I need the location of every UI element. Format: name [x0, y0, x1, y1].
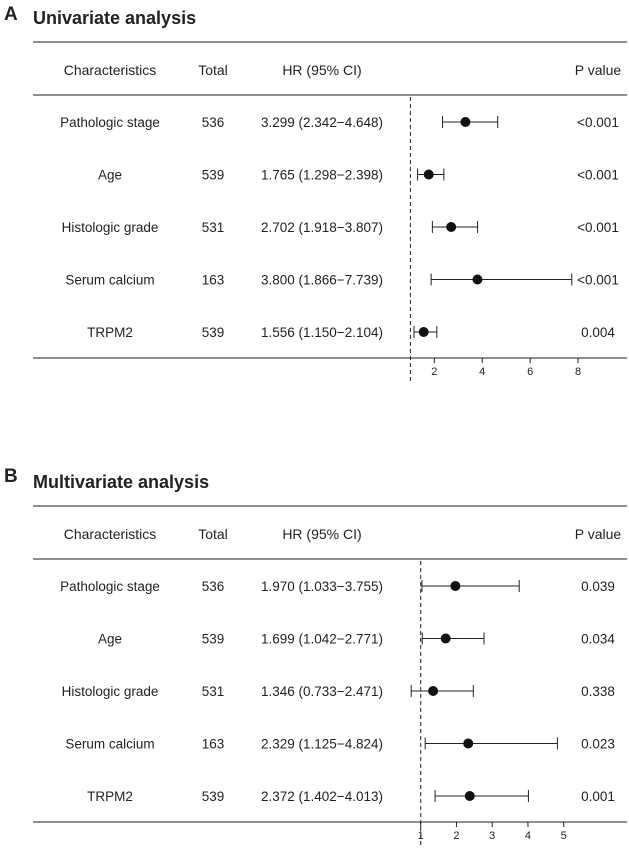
row-label: Age: [98, 632, 122, 647]
row-hr-ci: 1.699 (1.042−2.771): [261, 632, 383, 647]
row-total: 531: [202, 220, 225, 235]
forest-plot-multivariate: Characteristics Total HR (95% CI) P value Pa…: [33, 505, 627, 848]
row-total: 539: [202, 325, 225, 340]
row-p-value: <0.001: [577, 168, 619, 183]
row-label: Pathologic stage: [60, 579, 160, 594]
x-tick-label: 4: [479, 366, 485, 378]
row-p-value: <0.001: [577, 115, 619, 130]
table-row: Age 539 1.765 (1.298−2.398) <0.001: [98, 168, 619, 183]
header-p-value: P value: [575, 62, 622, 78]
table-row: Serum calcium 163 2.329 (1.125−4.824) 0.023: [65, 737, 615, 752]
header-hr: HR (95% CI): [282, 526, 361, 542]
row-label: Histologic grade: [62, 684, 159, 699]
row-label: TRPM2: [87, 789, 133, 804]
header-total: Total: [198, 62, 228, 78]
panel-title-b: Multivariate analysis: [33, 472, 210, 492]
row-label: Pathologic stage: [60, 115, 160, 130]
row-hr-ci: 2.329 (1.125−4.824): [261, 737, 383, 752]
header-p-value: P value: [575, 526, 622, 542]
row-p-value: 0.338: [581, 684, 615, 699]
row-p-value: <0.001: [577, 220, 619, 235]
hr-point: [418, 327, 429, 337]
table-row: Serum calcium 163 3.800 (1.866−7.739) <0.00…: [65, 273, 618, 288]
table-row: Histologic grade 531 1.346 (0.733−2.471) 0.…: [62, 684, 615, 699]
x-tick-label: 6: [527, 366, 533, 378]
x-tick-label: 3: [489, 830, 495, 842]
hr-point: [464, 791, 475, 801]
header-total: Total: [198, 526, 228, 542]
table-row: TRPM2 539 2.372 (1.402−4.013) 0.001: [87, 789, 615, 804]
row-label: Histologic grade: [62, 220, 159, 235]
row-hr-ci: 1.346 (0.733−2.471): [261, 684, 383, 699]
x-tick-label: 1: [418, 830, 424, 842]
row-p-value: <0.001: [577, 273, 619, 288]
panel-letter-a: A: [4, 4, 18, 25]
hr-point: [446, 222, 457, 232]
x-tick-label: 2: [453, 830, 459, 842]
row-hr-ci: 1.970 (1.033−3.755): [261, 579, 383, 594]
row-hr-ci: 3.800 (1.866−7.739): [261, 273, 383, 288]
hr-point: [423, 169, 434, 180]
row-hr-ci: 3.299 (2.342−4.648): [261, 115, 383, 130]
header-characteristics: Characteristics: [64, 526, 157, 542]
row-label: TRPM2: [87, 325, 133, 340]
panel-letter-b: B: [4, 466, 18, 487]
hr-point: [463, 738, 474, 749]
row-total: 536: [202, 115, 225, 130]
row-total: 531: [202, 684, 225, 699]
x-tick-label: 4: [525, 830, 531, 842]
x-tick-label: 5: [561, 830, 567, 842]
row-total: 539: [202, 789, 225, 804]
table-row: Age 539 1.699 (1.042−2.771) 0.034: [98, 632, 615, 647]
table-row: Histologic grade 531 2.702 (1.918−3.807) <0…: [62, 220, 619, 235]
row-total: 539: [202, 168, 225, 183]
hr-point: [472, 274, 483, 285]
x-tick-label: 2: [431, 366, 437, 378]
x-tick-label: 8: [575, 366, 581, 378]
hr-point: [460, 117, 471, 127]
table-row: Pathologic stage 536 1.970 (1.033−3.755) 0.…: [60, 579, 615, 594]
row-p-value: 0.034: [581, 632, 615, 647]
row-p-value: 0.001: [581, 789, 615, 804]
header-characteristics: Characteristics: [64, 62, 157, 78]
row-hr-ci: 1.556 (1.150−2.104): [261, 325, 383, 340]
row-total: 163: [202, 273, 225, 288]
row-total: 163: [202, 737, 225, 752]
hr-point: [450, 581, 461, 591]
hr-point: [440, 633, 451, 644]
row-hr-ci: 1.765 (1.298−2.398): [261, 168, 383, 183]
row-hr-ci: 2.372 (1.402−4.013): [261, 789, 383, 804]
table-row: TRPM2 539 1.556 (1.150−2.104) 0.004: [87, 325, 615, 340]
panel-title-a: Univariate analysis: [33, 8, 197, 28]
table-row: Pathologic stage 536 3.299 (2.342−4.648) <0…: [60, 115, 619, 130]
row-label: Serum calcium: [65, 737, 154, 752]
row-label: Age: [98, 168, 122, 183]
row-total: 536: [202, 579, 225, 594]
row-label: Serum calcium: [65, 273, 154, 288]
row-total: 539: [202, 632, 225, 647]
hr-point: [428, 686, 439, 696]
row-p-value: 0.004: [581, 325, 615, 340]
row-p-value: 0.039: [581, 579, 615, 594]
header-hr: HR (95% CI): [282, 62, 361, 78]
forest-plot-univariate: Characteristics Total HR (95% CI) P value Pa…: [33, 41, 627, 384]
row-p-value: 0.023: [581, 737, 615, 752]
row-hr-ci: 2.702 (1.918−3.807): [261, 220, 383, 235]
